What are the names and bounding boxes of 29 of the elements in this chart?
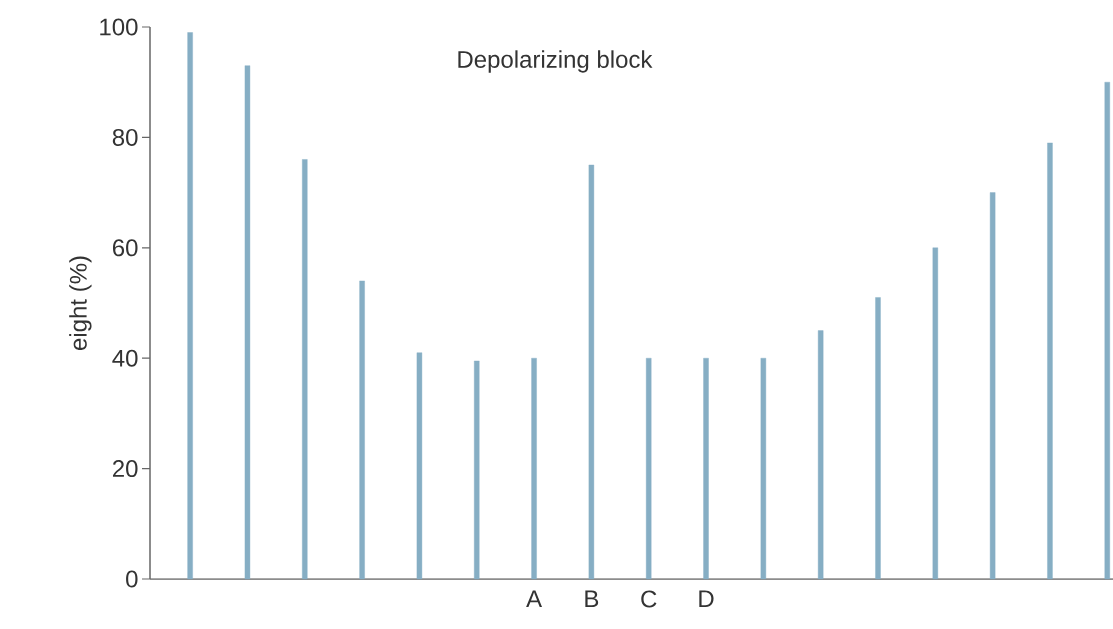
bar — [760, 358, 767, 580]
bar — [187, 32, 193, 580]
bar — [531, 358, 537, 580]
bar — [244, 65, 251, 580]
y-tick-label: 100 — [100, 18, 138, 36]
bar — [588, 164, 595, 580]
bar — [416, 352, 423, 580]
bar — [359, 280, 365, 580]
bar — [703, 358, 709, 580]
bar — [302, 159, 308, 580]
text: Depolarizing block — [458, 50, 653, 73]
x-tick-label: B — [585, 590, 599, 608]
x-tick-label: A — [526, 590, 543, 608]
bar — [932, 247, 939, 580]
y-tick-label: 80 — [112, 128, 138, 146]
bar — [875, 297, 881, 580]
bar — [474, 360, 480, 580]
x-tick-label: C — [641, 590, 657, 608]
bar — [646, 358, 652, 580]
bar — [1047, 142, 1053, 580]
bar — [817, 330, 824, 580]
y-tick-label: 60 — [113, 239, 138, 257]
bar — [1104, 81, 1110, 580]
y-tick-label: 0 — [126, 570, 138, 588]
bar — [989, 192, 996, 580]
x-tick-label: D — [699, 590, 714, 608]
y-axis-title: eight (%) — [69, 256, 92, 350]
y-tick-label: 20 — [112, 460, 138, 478]
y-tick-label: 40 — [112, 349, 138, 367]
